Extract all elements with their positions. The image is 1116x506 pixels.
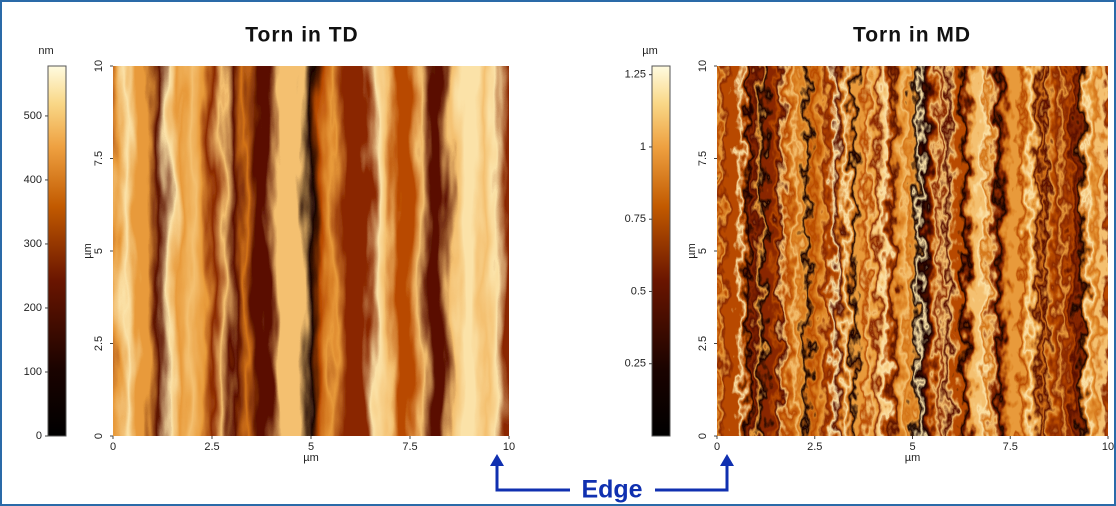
colorbar-tick-label: 0.25 xyxy=(625,358,646,370)
colorbar-unit: µm xyxy=(642,45,658,57)
y-tick-label: 2.5 xyxy=(93,336,105,351)
colorbar-unit: nm xyxy=(38,45,53,57)
y-tick-label: 5 xyxy=(93,248,105,254)
colorbar-tick-label: 200 xyxy=(24,302,42,314)
colorbar-tick-label: 1.25 xyxy=(625,69,646,81)
colorbar xyxy=(48,66,66,436)
y-tick-label: 7.5 xyxy=(697,151,709,166)
y-tick-label: 5 xyxy=(697,248,709,254)
x-tick-label: 0 xyxy=(110,441,116,453)
colorbar-tick-label: 300 xyxy=(24,238,42,250)
y-axis-label: µm xyxy=(82,243,94,259)
x-tick-label: 0 xyxy=(714,441,720,453)
y-tick-label: 2.5 xyxy=(697,336,709,351)
colorbar-tick-label: 100 xyxy=(24,366,42,378)
panel-title: Torn in MD xyxy=(853,24,971,47)
y-tick-label: 10 xyxy=(93,60,105,72)
afm-texture xyxy=(697,46,1116,456)
colorbar xyxy=(652,66,670,436)
x-axis-label: µm xyxy=(303,452,319,464)
colorbar-tick-label: 500 xyxy=(24,110,42,122)
afm-image xyxy=(697,46,1116,456)
x-tick-label: 10 xyxy=(1102,441,1114,453)
x-axis-label: µm xyxy=(905,452,921,464)
colorbar-tick-label: 1 xyxy=(640,141,646,153)
y-tick-label: 10 xyxy=(697,60,709,72)
x-tick-label: 7.5 xyxy=(402,441,417,453)
colorbar-tick-label: 0.5 xyxy=(631,285,646,297)
colorbar-tick-label: 0 xyxy=(36,430,42,442)
colorbar-tick-label: 0.75 xyxy=(625,213,646,225)
afm-image xyxy=(93,46,529,456)
y-tick-label: 7.5 xyxy=(93,151,105,166)
x-tick-label: 10 xyxy=(503,441,515,453)
afm-texture xyxy=(93,46,529,456)
x-tick-label: 2.5 xyxy=(204,441,219,453)
colorbar-tick-label: 400 xyxy=(24,174,42,186)
y-tick-label: 0 xyxy=(93,433,105,439)
y-axis-label: µm xyxy=(686,243,698,259)
edge-label: Edge xyxy=(581,476,642,504)
x-tick-label: 2.5 xyxy=(807,441,822,453)
panel-title: Torn in TD xyxy=(245,24,358,47)
y-tick-label: 0 xyxy=(697,433,709,439)
figure: Edge Torn in TDnm010020030040050002.557.… xyxy=(0,0,1116,506)
x-tick-label: 7.5 xyxy=(1003,441,1018,453)
